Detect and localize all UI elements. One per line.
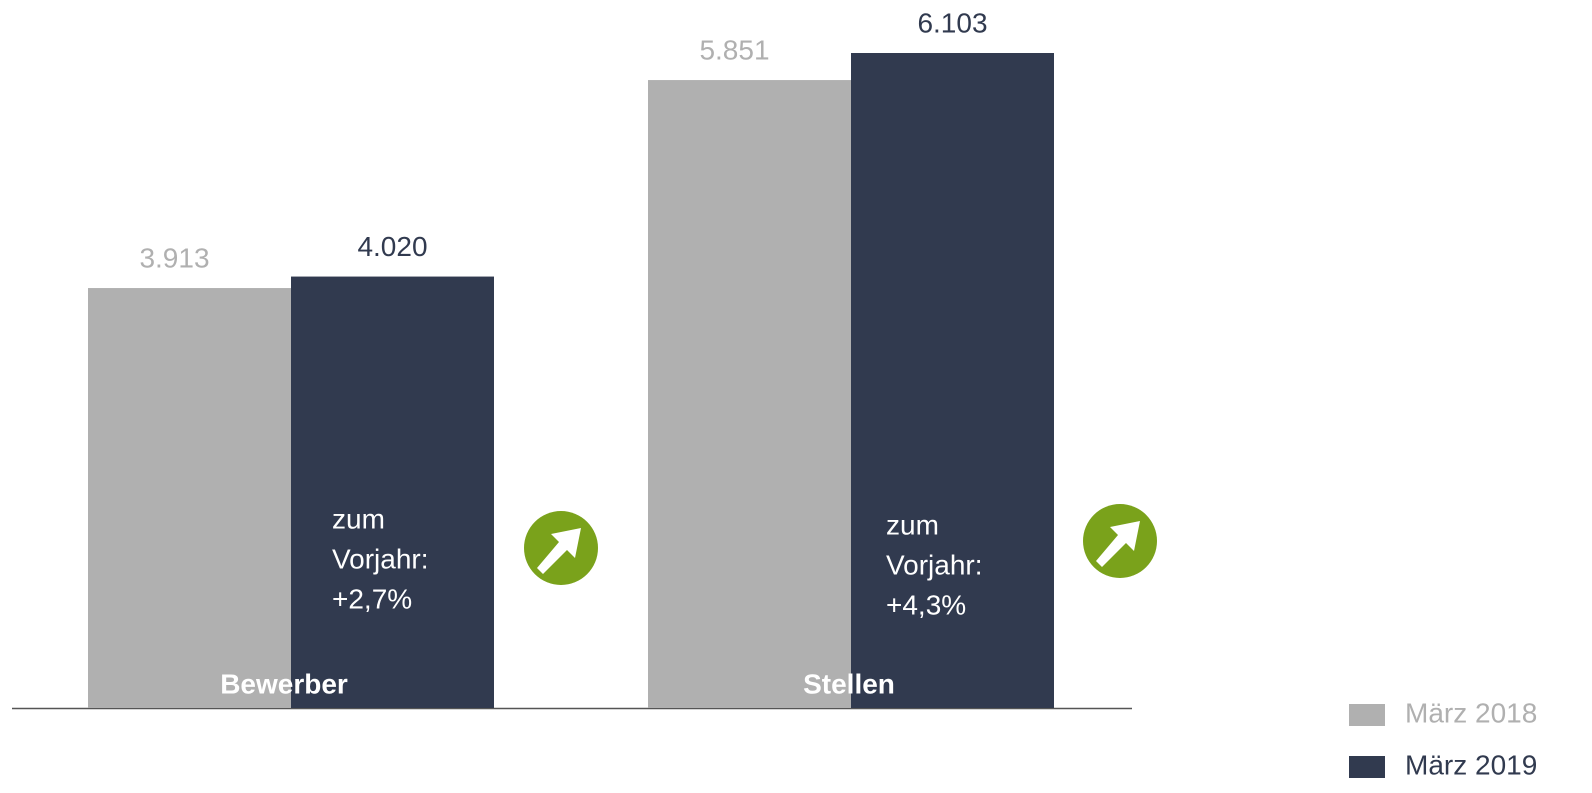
legend-label: März 2018	[1405, 697, 1537, 728]
annotation-text: +4,3%	[886, 589, 966, 620]
value-label: 6.103	[917, 7, 987, 38]
category-label: Stellen	[803, 668, 895, 699]
annotation-text: zum	[332, 503, 385, 534]
annotation-text: zum	[886, 509, 939, 540]
category-label: Bewerber	[220, 668, 348, 699]
annotation-text: Vorjahr:	[886, 549, 983, 580]
value-label: 5.851	[699, 34, 769, 65]
arrow-icon-arrow	[537, 528, 581, 574]
legend-swatch	[1349, 704, 1385, 726]
bar	[648, 80, 851, 708]
bar	[88, 288, 291, 708]
annotation-text: Vorjahr:	[332, 543, 429, 574]
legend-swatch	[1349, 756, 1385, 778]
value-label: 3.913	[139, 242, 209, 273]
value-label: 4.020	[357, 231, 427, 262]
bar	[851, 53, 1054, 708]
bar	[291, 276, 494, 708]
legend-label: März 2019	[1405, 749, 1537, 780]
annotation-text: +2,7%	[332, 583, 412, 614]
arrow-icon-arrow	[1096, 521, 1140, 567]
